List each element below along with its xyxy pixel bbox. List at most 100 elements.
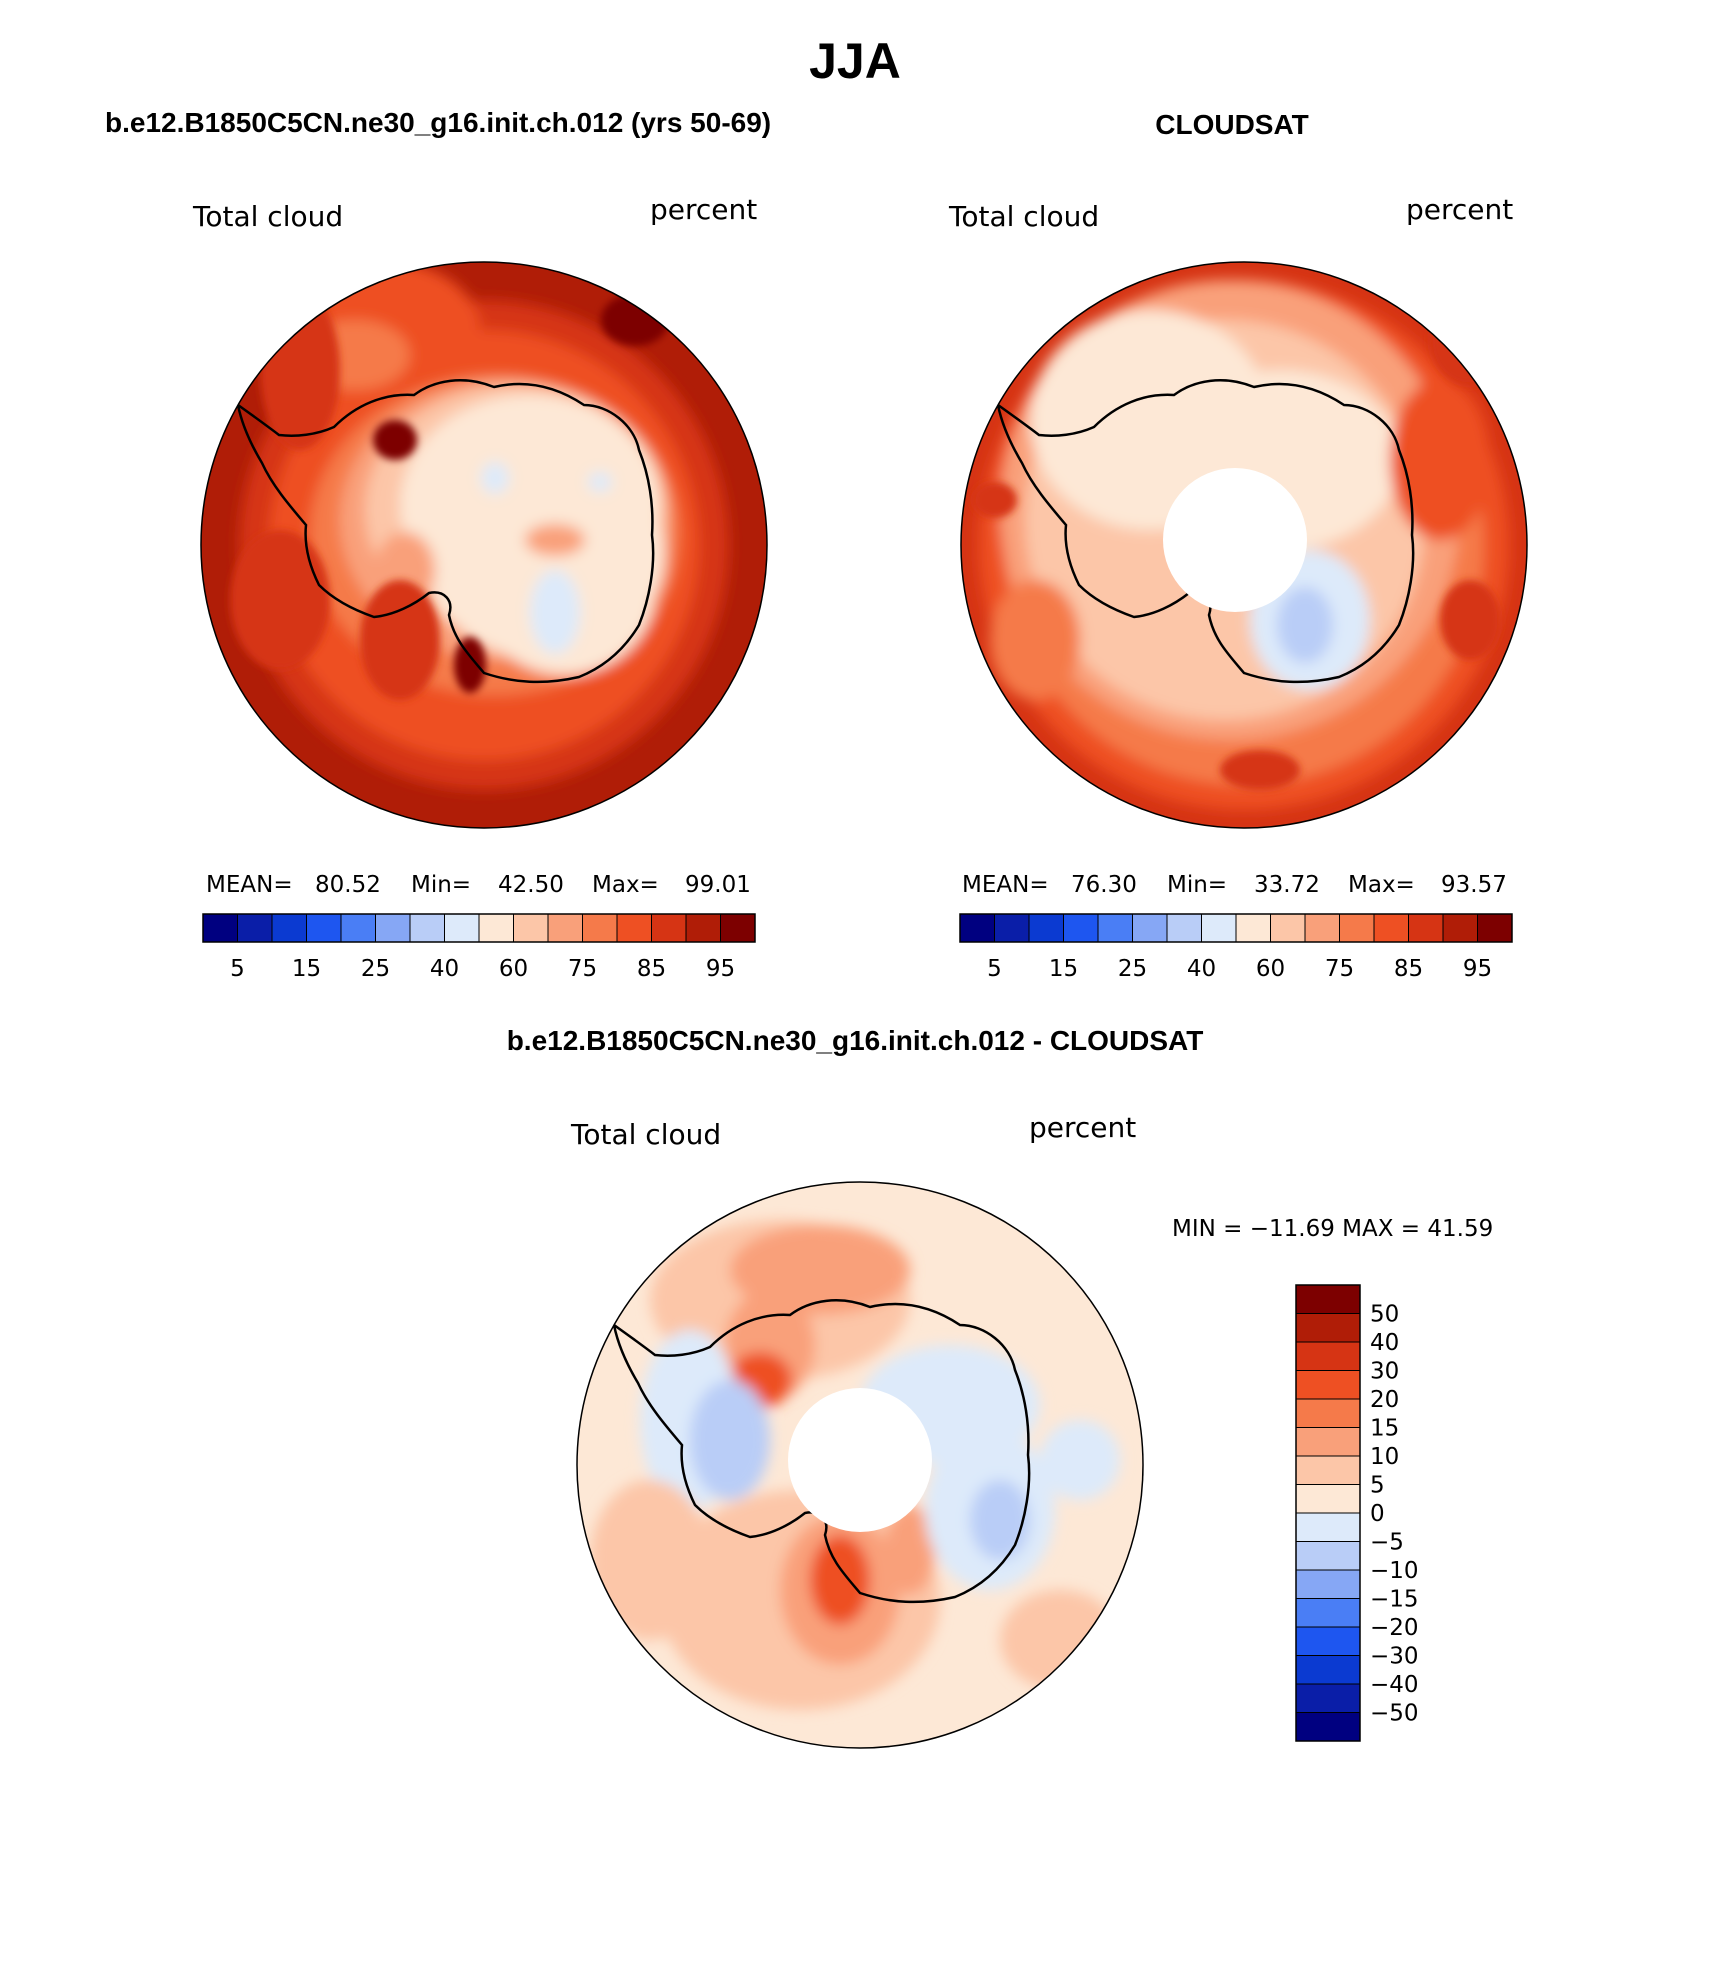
colorbar-diff-tick-label: −20: [1370, 1615, 1419, 1641]
colorbar-model-swatch: [237, 913, 273, 943]
colorbar-obs-swatch: [1028, 913, 1064, 943]
colorbar-diff-swatch: [1295, 1484, 1361, 1514]
model-max-label: Max=: [592, 872, 659, 898]
colorbar-model: 5 15 25 40 60 75 85 95: [202, 913, 756, 982]
colorbar-diff-tick-label: −40: [1370, 1672, 1419, 1698]
model-units-label: percent: [650, 193, 757, 226]
map-model: [200, 261, 768, 829]
colorbar-obs-swatch: [1132, 913, 1168, 943]
diff-missing-pole: [788, 1388, 932, 1532]
panel-model-title: b.e12.B1850C5CN.ne30_g16.init.ch.012 (yr…: [105, 107, 771, 138]
colorbar-diff-tick-label: 15: [1370, 1416, 1399, 1442]
model-mean-label: MEAN=: [206, 872, 293, 898]
diff-stats: MIN = −11.69 MAX = 41.59: [1172, 1216, 1493, 1242]
model-max-value: 99.01: [685, 872, 751, 898]
colorbar-diff-swatch: [1295, 1683, 1361, 1713]
colorbar-obs-swatch: [1201, 913, 1237, 943]
colorbar-obs-swatch: [959, 913, 995, 943]
panel-obs-title: CLOUDSAT: [1155, 109, 1308, 140]
colorbar-diff-swatch: [1295, 1370, 1361, 1400]
colorbar-diff-swatch: [1295, 1541, 1361, 1571]
colorbar-obs-swatch: [1373, 913, 1409, 943]
obs-min-value: 33.72: [1254, 872, 1320, 898]
model-variable-label: Total cloud: [192, 200, 343, 233]
colorbar-obs-swatch: [1166, 913, 1202, 943]
colorbar-obs-swatch: [1063, 913, 1099, 943]
colorbar-model-tick-label: 40: [430, 956, 459, 982]
colorbar-obs-swatch: [1304, 913, 1340, 943]
diff-variable-label: Total cloud: [570, 1118, 721, 1151]
colorbar-model-swatch: [271, 913, 307, 943]
model-min-label: Min=: [411, 872, 471, 898]
colorbar-obs: 5 15 25 40 60 75 85 95: [959, 913, 1513, 982]
colorbar-obs-swatch: [1477, 913, 1513, 943]
obs-missing-pole: [1163, 468, 1307, 612]
colorbar-obs-tick-label: 75: [1325, 956, 1354, 982]
map-obs: [960, 261, 1528, 829]
colorbar-model-swatch: [513, 913, 549, 943]
colorbar-obs-swatch: [1339, 913, 1375, 943]
colorbar-model-tick-label: 5: [230, 956, 245, 982]
colorbar-diff-tick-label: 40: [1370, 1330, 1399, 1356]
colorbar-model-swatch: [720, 913, 756, 943]
colorbar-obs-swatch: [1442, 913, 1478, 943]
colorbar-diff-tick-label: 0: [1370, 1501, 1385, 1527]
obs-max-value: 93.57: [1441, 872, 1507, 898]
obs-units-label: percent: [1406, 193, 1513, 226]
colorbar-model-swatch: [306, 913, 342, 943]
colorbar-diff-swatch: [1295, 1427, 1361, 1457]
colorbar-obs-tick-label: 85: [1394, 956, 1423, 982]
colorbar-obs-swatch: [1235, 913, 1271, 943]
colorbar-diff-swatch: [1295, 1655, 1361, 1685]
colorbar-obs-frame: [959, 913, 1513, 943]
colorbar-diff-tick-label: −50: [1370, 1701, 1419, 1727]
colorbar-model-swatch: [547, 913, 583, 943]
colorbar-model-swatch: [685, 913, 721, 943]
colorbar-diff-swatch: [1295, 1512, 1361, 1542]
colorbar-obs-swatch: [994, 913, 1030, 943]
colorbar-model-swatch: [375, 913, 411, 943]
colorbar-obs-tick-label: 95: [1463, 956, 1492, 982]
map-diff: [576, 1181, 1144, 1749]
colorbar-diff-tick-label: 20: [1370, 1387, 1399, 1413]
colorbar-diff-tick-label: −5: [1370, 1530, 1404, 1556]
colorbar-diff-tick-label: −30: [1370, 1644, 1419, 1670]
diff-units-label: percent: [1029, 1111, 1136, 1144]
colorbar-model-swatch: [202, 913, 238, 943]
colorbar-obs-tick-label: 5: [987, 956, 1002, 982]
colorbar-model-tick-label: 25: [361, 956, 390, 982]
colorbar-model-tick-label: 75: [568, 956, 597, 982]
colorbar-model-swatch: [444, 913, 480, 943]
colorbar-diff-tick-label: 50: [1370, 1302, 1399, 1328]
obs-mean-value: 76.30: [1071, 872, 1137, 898]
colorbar-obs-swatch: [1408, 913, 1444, 943]
colorbar-model-tick-label: 60: [499, 956, 528, 982]
colorbar-diff-tick-label: 5: [1370, 1473, 1385, 1499]
colorbar-diff-tick-label: 10: [1370, 1444, 1399, 1470]
colorbar-diff-swatch: [1295, 1398, 1361, 1428]
colorbar-diff-frame: [1295, 1284, 1361, 1742]
obs-max-label: Max=: [1348, 872, 1415, 898]
colorbar-diff-swatch: [1295, 1341, 1361, 1371]
obs-min-label: Min=: [1167, 872, 1227, 898]
obs-variable-label: Total cloud: [948, 200, 1099, 233]
colorbar-diff-swatch: [1295, 1626, 1361, 1656]
colorbar-obs-swatch: [1097, 913, 1133, 943]
colorbar-model-swatch: [582, 913, 618, 943]
colorbar-model-tick-label: 95: [706, 956, 735, 982]
colorbar-model-swatch: [409, 913, 445, 943]
obs-mean-label: MEAN=: [962, 872, 1049, 898]
colorbar-diff-swatch: [1295, 1569, 1361, 1599]
colorbar-obs-tick-label: 60: [1256, 956, 1285, 982]
colorbar-diff-swatch: [1295, 1284, 1361, 1314]
colorbar-model-swatch: [340, 913, 376, 943]
model-min-value: 42.50: [498, 872, 564, 898]
colorbar-diff-tick-label: −15: [1370, 1587, 1419, 1613]
figure-title: JJA: [809, 33, 901, 89]
colorbar-obs-tick-label: 25: [1118, 956, 1147, 982]
colorbar-model-swatch: [478, 913, 514, 943]
colorbar-diff-swatch: [1295, 1598, 1361, 1628]
colorbar-obs-swatch: [1270, 913, 1306, 943]
